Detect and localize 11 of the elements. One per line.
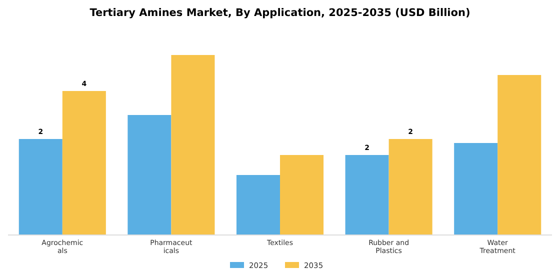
bar [345,155,389,235]
bar [171,55,215,235]
bar [236,175,280,235]
bar [62,91,106,235]
bar [128,115,172,235]
bar [18,139,62,235]
bar [498,75,542,235]
chart-title: Tertiary Amines Market, By Application, 2025-2035 (USD Billion) [90,7,470,19]
bar [280,155,324,235]
bar [388,139,432,235]
bar [454,143,498,235]
